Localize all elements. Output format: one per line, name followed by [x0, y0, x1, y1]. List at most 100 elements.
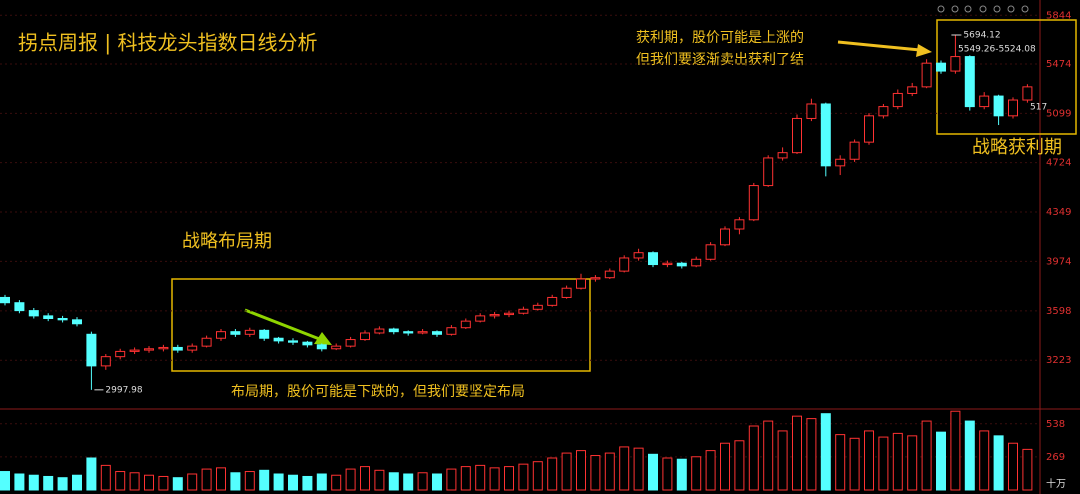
candle-body: [100, 356, 111, 367]
icon: [964, 5, 972, 13]
arrow: [837, 40, 921, 52]
candle-body: [532, 304, 543, 310]
candle-body: [115, 350, 126, 358]
volume-bar: [518, 463, 529, 491]
candle-body: [835, 158, 846, 167]
volume-bar: [72, 474, 82, 491]
candle-body: [432, 331, 442, 335]
volume-bar: [100, 464, 111, 491]
candle-body: [950, 56, 961, 72]
volume-bar: [388, 472, 399, 491]
volume-bar: [792, 415, 802, 491]
volume-bar: [633, 447, 644, 491]
volume-bar: [244, 471, 255, 491]
candle-body: [964, 56, 975, 108]
candle-body: [14, 302, 25, 312]
candle-body: [259, 329, 270, 339]
volume-bar: [432, 473, 442, 491]
icon: [937, 5, 945, 13]
volume-bar: [43, 475, 54, 491]
candle-body: [28, 310, 39, 317]
volume-bar: [360, 466, 370, 491]
volume-bar: [676, 458, 687, 491]
arrow-head: [916, 44, 932, 57]
y-tick-label: 4724: [1046, 158, 1071, 169]
candle-body: [1008, 99, 1018, 117]
annotation: 布局期，股价可能是下跌的，但我们要坚定布局: [231, 384, 525, 400]
candle-body: [129, 349, 140, 352]
volume-bar: [1008, 442, 1018, 491]
candle-body: [936, 62, 946, 72]
volume-bar: [345, 468, 356, 491]
candle-body: [720, 228, 730, 246]
y-tick-label: 5474: [1046, 59, 1071, 70]
volume-bar: [504, 466, 514, 491]
volume-bar: [417, 472, 428, 491]
candle-body: [417, 331, 428, 334]
volume-bar: [950, 410, 961, 491]
candle-body: [892, 92, 903, 108]
candle-body: [662, 262, 673, 266]
volume-bar: [590, 455, 601, 491]
volume-bar: [144, 474, 154, 491]
y-tick-label: 4349: [1046, 207, 1071, 218]
volume-bar: [993, 435, 1004, 491]
candle-body: [288, 340, 298, 343]
candle-body: [86, 333, 97, 367]
high-label: 5694.12: [963, 30, 1000, 40]
candle-body: [460, 320, 471, 329]
volume-bar: [748, 425, 759, 491]
candle-body: [691, 258, 702, 267]
candle-body: [331, 345, 342, 350]
volume-bar: [835, 434, 846, 491]
candle-body: [57, 318, 68, 321]
y-tick-label: 3598: [1046, 306, 1071, 317]
candle-body: [993, 95, 1004, 117]
volume-bar: [820, 413, 831, 491]
candle-body: [244, 329, 255, 335]
volume-bar: [806, 418, 817, 491]
volume-bar: [907, 435, 918, 491]
volume-bar: [892, 432, 903, 491]
y-tick-label: 3974: [1046, 256, 1071, 267]
y-tick-label: 3223: [1046, 355, 1071, 366]
volume-bar: [187, 473, 198, 491]
volume-bar: [777, 430, 788, 491]
candle-body: [302, 341, 313, 346]
candle-body: [43, 315, 54, 320]
candle-body: [734, 219, 745, 230]
y-tick-label: 5844: [1046, 10, 1071, 21]
annotation: 但我们要逐渐卖出获利了结: [636, 52, 804, 68]
y-tick-label: 5099: [1046, 108, 1071, 119]
candle-body: [72, 319, 82, 325]
candle-body: [201, 337, 212, 347]
volume-bar: [288, 474, 298, 491]
icon: [993, 5, 1001, 13]
candle-body: [676, 262, 687, 267]
annotation: 战略获利期: [972, 137, 1062, 158]
candle-body: [489, 314, 500, 317]
volume-bar: [763, 420, 774, 491]
volume-bar: [57, 477, 68, 491]
marker-label: 517: [1030, 103, 1047, 113]
candle-body: [590, 277, 601, 280]
volume-bar: [273, 473, 284, 491]
arrow: [244, 308, 323, 342]
chart-title: 拐点周报 | 科技龙头指数日线分析: [18, 31, 317, 55]
candle-body: [820, 103, 831, 167]
volume-bar: [302, 475, 313, 491]
candle-body: [172, 346, 183, 351]
volume-bar: [460, 466, 471, 491]
candle-body: [1022, 86, 1033, 101]
candle-body: [979, 95, 990, 108]
volume-bar: [878, 436, 889, 491]
volume-bar: [648, 453, 658, 491]
low-label: 2997.98: [105, 385, 142, 395]
candle-body: [604, 270, 615, 279]
candle-body: [806, 103, 817, 119]
candle-body: [576, 278, 586, 289]
volume-bar: [489, 467, 500, 491]
volume-bar: [129, 472, 140, 491]
